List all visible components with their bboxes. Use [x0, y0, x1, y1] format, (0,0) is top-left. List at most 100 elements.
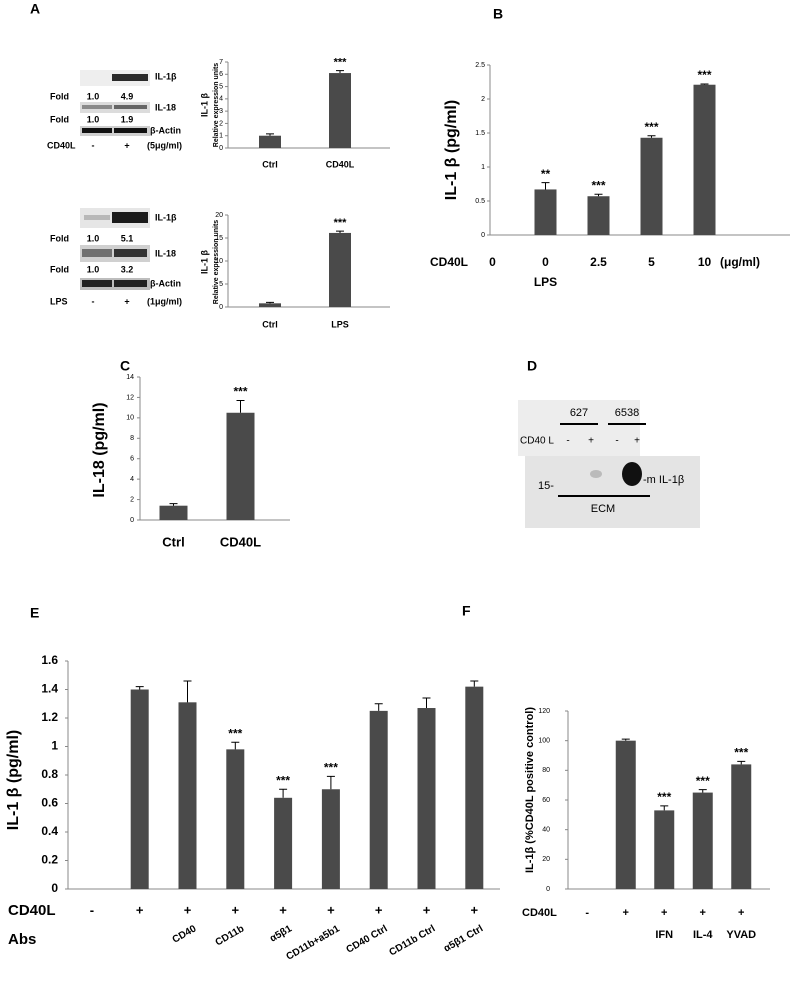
blot-band: [114, 249, 147, 257]
y-tick-label: 0.8: [41, 767, 58, 781]
treatment-label: CD40 L: [520, 436, 554, 447]
x-tick-label: +: [327, 902, 335, 917]
y-tick-label: 0: [51, 881, 58, 895]
y-tick-label: 0: [130, 517, 134, 524]
y-tick-label: 2: [219, 120, 223, 127]
blot-band: [82, 128, 112, 133]
y-tick-label: 1.2: [41, 710, 58, 724]
lane-label: -: [92, 296, 95, 306]
band-label: IL-1β: [155, 212, 177, 222]
y-tick-label: 4: [130, 476, 134, 483]
lane-label: -: [615, 436, 618, 447]
y-axis-label: Relative expression units: [213, 220, 220, 305]
significance: ***: [591, 178, 605, 192]
significance: **: [541, 167, 551, 181]
unit-label: (μg/ml): [720, 255, 760, 269]
y-tick-label: 1: [481, 164, 485, 171]
y-tick-label: 5: [219, 83, 223, 90]
blot-band: [82, 249, 112, 257]
lane-label: +: [634, 436, 640, 447]
y-axis-label: IL-1 β (pg/ml): [5, 730, 22, 830]
band-label: β-Actin: [150, 125, 181, 135]
bar: [321, 789, 340, 889]
treatment-label: LPS: [50, 296, 68, 306]
y-tick-label: 0: [219, 304, 223, 311]
bar: [693, 84, 716, 235]
panel-letter: B: [493, 6, 503, 22]
bar: [130, 689, 149, 889]
x-tick-label: CD40L: [326, 159, 355, 169]
y-tick-label: 0: [481, 232, 485, 239]
y-tick-label: 7: [219, 59, 223, 66]
band-label: IL-18: [155, 248, 176, 258]
bar: [329, 232, 351, 307]
y-tick-label: 5: [219, 281, 223, 288]
y-tick-label: 14: [126, 374, 134, 381]
row-label: Abs: [8, 931, 36, 948]
blot-band: [114, 105, 147, 109]
x-tick-label: +: [184, 902, 192, 917]
y-tick-label: 0.5: [475, 198, 485, 205]
x-tick-label: +: [700, 907, 706, 919]
fold-value: 1.0: [87, 264, 100, 274]
y-tick-label: 2.5: [475, 62, 485, 69]
fold-value: 3.2: [121, 264, 134, 274]
y-tick-label: 20: [542, 856, 550, 863]
lane-label: -: [566, 436, 569, 447]
y-tick-label: 4: [219, 96, 223, 103]
bar: [226, 749, 245, 889]
x-tick-label: +: [136, 902, 144, 917]
sub-label: CD11b: [214, 923, 246, 948]
x-tick-label: 5: [648, 255, 655, 269]
y-tick-label: 80: [542, 767, 550, 774]
error-bar: [422, 697, 431, 709]
sub-label: CD40 Ctrl: [345, 923, 390, 955]
y-axis-label: IL-1 β: [199, 249, 209, 274]
error-bar: [660, 805, 669, 811]
sub-label: LPS: [534, 275, 557, 289]
panel-letter: D: [527, 358, 537, 374]
fold-value: 4.9: [121, 91, 134, 101]
y-tick-label: 40: [542, 827, 550, 834]
error-bar: [336, 70, 344, 74]
y-tick-label: 1.4: [41, 682, 58, 696]
error-bar: [135, 686, 144, 690]
blot-strip: [518, 400, 640, 456]
x-tick-label: Ctrl: [262, 159, 278, 169]
error-bar: [326, 775, 335, 790]
row-label: CD40L: [430, 255, 468, 269]
x-tick-label: LPS: [331, 319, 349, 329]
significance: ***: [228, 726, 242, 740]
y-tick-label: 60: [542, 797, 550, 804]
significance: ***: [657, 790, 671, 804]
y-tick-label: 8: [130, 435, 134, 442]
fold-value: 1.9: [121, 114, 134, 124]
y-axis-label: IL-18 (pg/ml): [91, 402, 108, 497]
lane-label: -: [92, 140, 95, 150]
blot-band: [112, 212, 148, 223]
bar: [465, 686, 484, 889]
bar: [369, 710, 388, 889]
blot-a1: IL-1β Fold 1.0 4.9 IL-18 Fold 1.0 1.9 β-…: [47, 70, 182, 150]
band-label: -m IL-1β: [643, 474, 684, 486]
blot-spot: [590, 470, 602, 478]
y-tick-label: 1.6: [41, 653, 58, 667]
blot-band: [114, 128, 147, 133]
error-bar: [698, 789, 707, 793]
bar: [259, 135, 281, 148]
bar: [640, 137, 663, 235]
y-tick-label: 2: [481, 96, 485, 103]
x-tick-label: +: [623, 907, 629, 919]
bar: [259, 303, 281, 307]
panel-letter: F: [462, 603, 471, 619]
x-tick-label: +: [471, 902, 479, 917]
error-bar: [236, 399, 245, 413]
bar: [654, 810, 675, 889]
error-bar: [266, 301, 274, 304]
y-tick-label: 0: [219, 145, 223, 152]
significance: ***: [734, 746, 748, 760]
y-tick-label: 1: [51, 739, 58, 753]
error-bar: [621, 738, 630, 741]
